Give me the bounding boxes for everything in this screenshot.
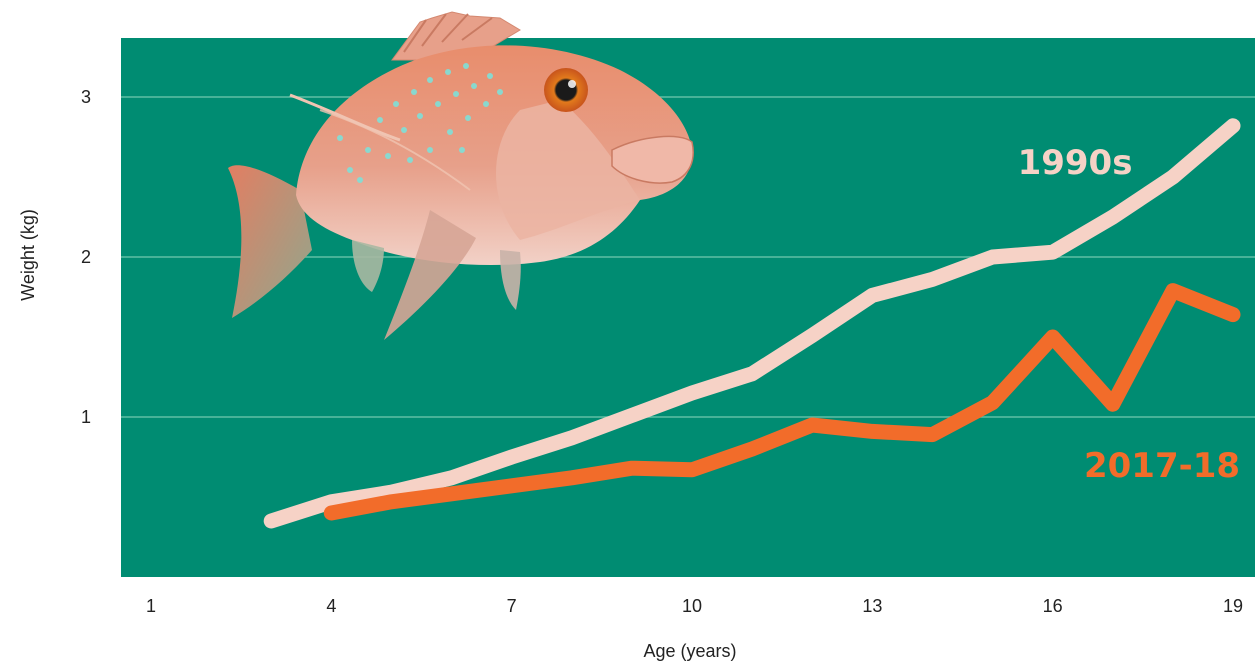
series-labels: 1990s 2017-18 bbox=[1018, 143, 1240, 486]
series-label-0: 1990s bbox=[1018, 143, 1133, 183]
x-axis-ticks: 1 4 7 10 13 16 19 bbox=[146, 596, 1243, 616]
x-tick-label-6: 19 bbox=[1223, 596, 1243, 616]
x-tick-label-3: 10 bbox=[682, 596, 702, 616]
x-tick-label-4: 13 bbox=[862, 596, 882, 616]
series-line-0 bbox=[263, 118, 1241, 529]
x-tick-label-0: 1 bbox=[146, 596, 156, 616]
y-tick-label-1: 2 bbox=[81, 247, 91, 267]
y-tick-label-2: 3 bbox=[81, 87, 91, 107]
y-axis-ticks: 1 2 3 bbox=[81, 87, 91, 427]
y-axis-title: Weight (kg) bbox=[18, 209, 38, 301]
x-tick-label-1: 4 bbox=[326, 596, 336, 616]
series-label-1: 2017-18 bbox=[1084, 446, 1240, 486]
plot-background bbox=[121, 38, 1255, 577]
snapper-fish-illustration bbox=[228, 11, 694, 340]
gridlines bbox=[121, 96, 1255, 418]
series-line-1 bbox=[323, 283, 1241, 521]
series-lines bbox=[263, 118, 1241, 529]
x-tick-label-2: 7 bbox=[507, 596, 517, 616]
x-tick-label-5: 16 bbox=[1043, 596, 1063, 616]
y-tick-label-0: 1 bbox=[81, 407, 91, 427]
x-axis-title: Age (years) bbox=[643, 641, 736, 661]
